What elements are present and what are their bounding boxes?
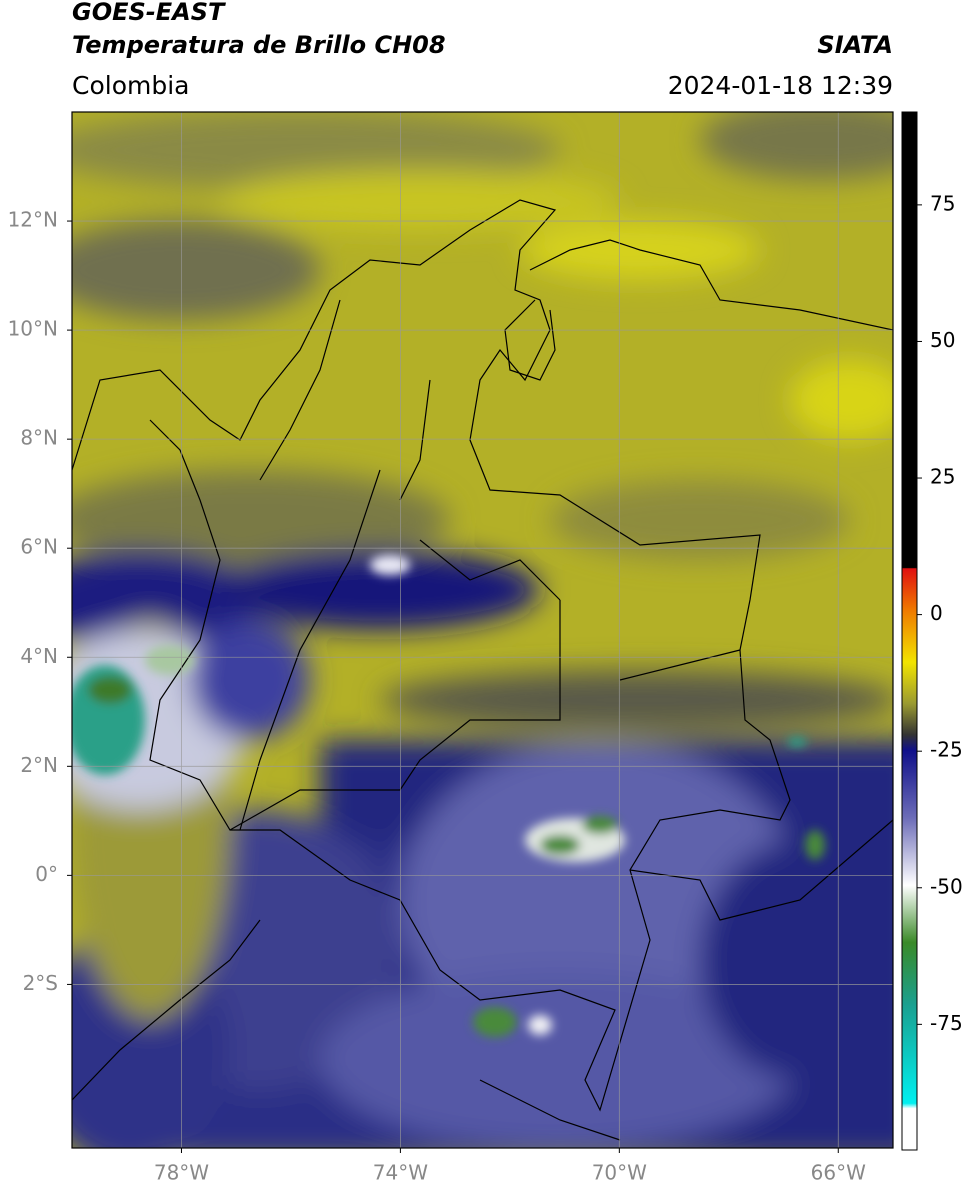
satellite-title: GOES-EAST: [72, 0, 226, 26]
tick-layer: 12°N 10°N 8°N 6°N 4°N 2°N 0° 2°S 78°W 74°W 70°W 66°…: [8, 191, 963, 1184]
lon-tick-label: 66°W: [811, 1161, 866, 1185]
lat-tick-label: 2°S: [23, 971, 58, 995]
source-label: SIATA: [817, 31, 893, 59]
lat-tick-label: 6°N: [20, 535, 58, 559]
deep-convection: [72, 555, 825, 1037]
colorbar-tick-label: -75: [930, 1011, 963, 1035]
colorbar: [901, 111, 918, 1151]
lon-tick-label: 70°W: [592, 1161, 647, 1185]
map-frame: [71, 111, 894, 1149]
lat-tick-label: 12°N: [8, 208, 58, 232]
lon-tick-label: 74°W: [373, 1161, 428, 1185]
colorbar-tick-label: 0: [930, 601, 943, 625]
region-label: Colombia: [72, 71, 189, 100]
lat-tick-label: 8°N: [20, 426, 58, 450]
header: GOES-EAST Temperatura de Brillo CH08 SIA…: [72, 0, 893, 100]
lat-tick-label: 4°N: [20, 644, 58, 668]
colorbar-tick-label: 50: [930, 328, 955, 352]
lat-tick-label: 10°N: [8, 317, 58, 341]
lat-tick-label: 0°: [35, 862, 58, 886]
graticule: [72, 112, 893, 1148]
boundaries: [72, 199, 893, 1141]
lon-tick-label: 78°W: [154, 1161, 209, 1185]
datetime-label: 2024-01-18 12:39: [668, 71, 893, 100]
satellite-image: [72, 112, 893, 1148]
colorbar-tick-label: 75: [930, 191, 955, 215]
colorbar-tick-label: -25: [930, 738, 963, 762]
colorbar-tick-label: -50: [930, 874, 963, 898]
colorbar-tick-label: 25: [930, 465, 955, 489]
product-title: Temperatura de Brillo CH08: [72, 31, 446, 59]
lat-tick-label: 2°N: [20, 753, 58, 777]
